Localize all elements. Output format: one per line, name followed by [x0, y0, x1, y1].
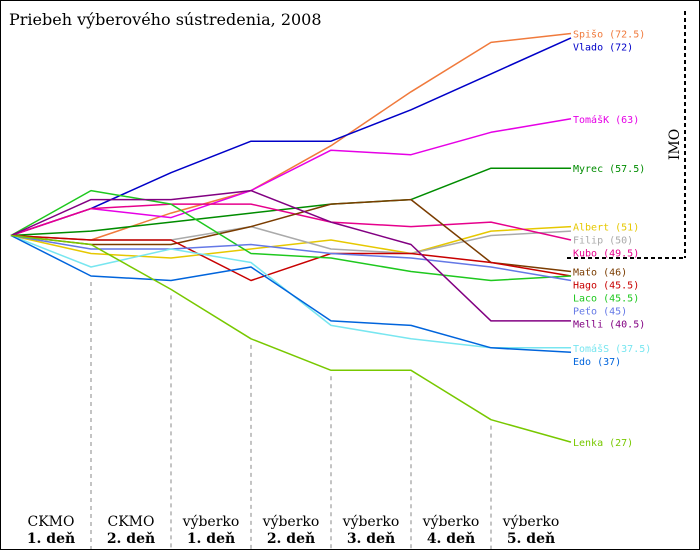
series-line-Kubo	[10, 203, 572, 241]
x-label-top-3: výberko	[262, 513, 320, 530]
series-line-Melli	[10, 189, 571, 322]
x-label-bottom-5: 4. deň	[427, 531, 475, 547]
series-label-Vlado: Vlado (72)	[573, 42, 633, 53]
series-label-TomášS: TomášS (37.5)	[573, 343, 651, 355]
x-label-top-1: CKMO	[108, 514, 155, 530]
series-lines	[10, 32, 572, 443]
series-line-Hago	[10, 234, 572, 282]
series-label-Maťo: Maťo (46)	[573, 266, 627, 278]
series-label-Myrec: Myrec (57.5)	[573, 164, 645, 175]
series-label-Laco: Laco (45.5)	[573, 293, 639, 304]
x-label-bottom-4: 3. deň	[347, 531, 395, 547]
series-line-TomášS	[10, 234, 571, 349]
x-label-bottom-6: 5. deň	[507, 531, 555, 547]
series-line-Edo	[10, 234, 572, 354]
x-label-top-0: CKMO	[28, 514, 75, 530]
day-guides	[90, 281, 492, 549]
chart-title: Priebeh výberového sústredenia, 2008	[9, 10, 322, 29]
imo-label: IMO	[667, 129, 683, 160]
series-line-Vlado	[10, 37, 572, 237]
series-label-TomášK: TomášK (63)	[573, 114, 639, 126]
x-label-top-4: výberko	[342, 513, 400, 530]
series-line-Peťo	[10, 234, 572, 282]
series-label-Filip: Filip (50)	[573, 236, 633, 247]
series-line-Maťo	[10, 198, 572, 273]
imo-bracket: IMO	[567, 11, 686, 259]
series-line-Lenka	[10, 234, 572, 443]
series-line-Spišo	[10, 32, 572, 241]
series-label-Albert: Albert (51)	[573, 223, 639, 234]
series-line-Myrec	[10, 167, 571, 237]
series-label-Peťo: Peťo (45)	[573, 305, 627, 317]
x-label-bottom-3: 2. deň	[267, 531, 315, 547]
series-line-TomášK	[10, 118, 572, 237]
series-label-Lenka: Lenka (27)	[573, 438, 633, 449]
x-label-bottom-0: 1. deň	[27, 531, 75, 547]
series-label-Spišo: Spišo (72.5)	[573, 28, 645, 40]
x-label-top-6: výberko	[502, 513, 560, 530]
series-labels: Spišo (72.5) Vlado (72) TomášK (63) Myrec (…	[573, 28, 651, 449]
x-label-top-5: výberko	[422, 513, 480, 530]
series-label-Edo: Edo (37)	[573, 357, 621, 368]
series-label-Melli: Melli (40.5)	[573, 319, 645, 330]
series-label-Hago: Hago (45.5)	[573, 280, 639, 291]
x-label-bottom-1: 2. deň	[107, 531, 155, 547]
series-line-Laco	[10, 189, 572, 282]
series-line-Albert	[10, 225, 572, 259]
x-label-bottom-2: 1. deň	[187, 531, 235, 547]
series-label-Kubo: Kubo (49.5)	[573, 249, 639, 260]
x-label-top-2: výberko	[182, 513, 240, 530]
